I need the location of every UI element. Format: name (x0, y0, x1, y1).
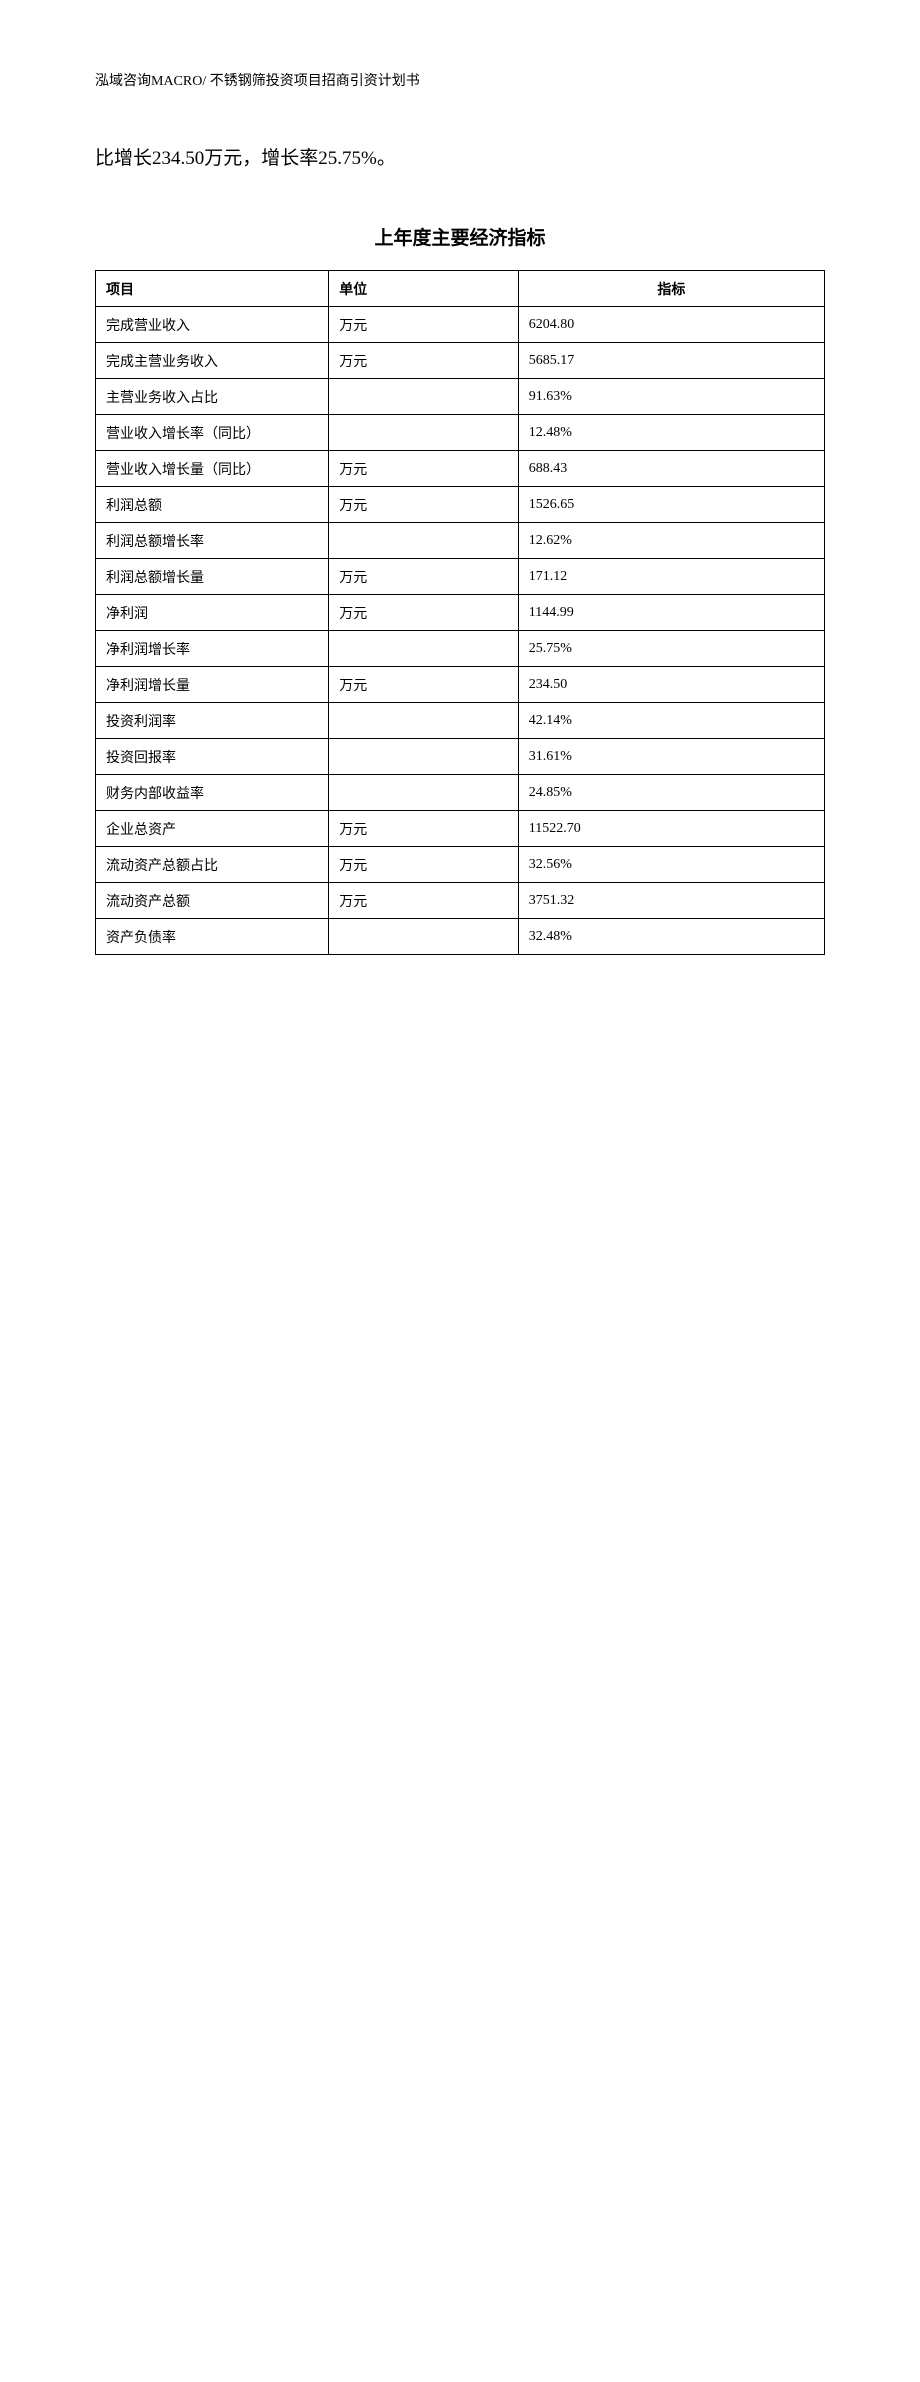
cell-value: 6204.80 (518, 307, 824, 343)
cell-unit: 万元 (329, 883, 519, 919)
cell-value: 688.43 (518, 451, 824, 487)
table-row: 利润总额增长率 12.62% (96, 523, 825, 559)
table-row: 营业收入增长率（同比） 12.48% (96, 415, 825, 451)
cell-item: 财务内部收益率 (96, 775, 329, 811)
cell-value: 5685.17 (518, 343, 824, 379)
cell-value: 25.75% (518, 631, 824, 667)
cell-unit (329, 739, 519, 775)
cell-value: 3751.32 (518, 883, 824, 919)
cell-unit: 万元 (329, 847, 519, 883)
cell-item: 投资回报率 (96, 739, 329, 775)
cell-item: 企业总资产 (96, 811, 329, 847)
cell-unit: 万元 (329, 559, 519, 595)
cell-item: 资产负债率 (96, 919, 329, 955)
cell-item: 净利润增长量 (96, 667, 329, 703)
cell-value: 1526.65 (518, 487, 824, 523)
cell-unit (329, 775, 519, 811)
table-row: 主营业务收入占比 91.63% (96, 379, 825, 415)
table-row: 净利润增长量 万元 234.50 (96, 667, 825, 703)
cell-item: 主营业务收入占比 (96, 379, 329, 415)
page-header: 泓域咨询MACRO/ 不锈钢筛投资项目招商引资计划书 (95, 70, 825, 90)
cell-item: 利润总额增长率 (96, 523, 329, 559)
table-row: 完成营业收入 万元 6204.80 (96, 307, 825, 343)
cell-unit: 万元 (329, 307, 519, 343)
cell-unit (329, 703, 519, 739)
table-row: 利润总额增长量 万元 171.12 (96, 559, 825, 595)
cell-unit: 万元 (329, 343, 519, 379)
cell-value: 1144.99 (518, 595, 824, 631)
table-header-row: 项目 单位 指标 (96, 271, 825, 307)
col-header-value: 指标 (518, 271, 824, 307)
cell-item: 流动资产总额 (96, 883, 329, 919)
cell-unit: 万元 (329, 667, 519, 703)
cell-value: 32.48% (518, 919, 824, 955)
col-header-item: 项目 (96, 271, 329, 307)
cell-unit (329, 379, 519, 415)
cell-item: 流动资产总额占比 (96, 847, 329, 883)
table-row: 资产负债率 32.48% (96, 919, 825, 955)
cell-unit (329, 919, 519, 955)
cell-item: 净利润增长率 (96, 631, 329, 667)
cell-value: 12.48% (518, 415, 824, 451)
cell-item: 投资利润率 (96, 703, 329, 739)
cell-item: 完成主营业务收入 (96, 343, 329, 379)
cell-value: 11522.70 (518, 811, 824, 847)
table-row: 财务内部收益率 24.85% (96, 775, 825, 811)
cell-unit: 万元 (329, 487, 519, 523)
table-body: 完成营业收入 万元 6204.80 完成主营业务收入 万元 5685.17 主营… (96, 307, 825, 955)
economic-indicators-table: 项目 单位 指标 完成营业收入 万元 6204.80 完成主营业务收入 万元 5… (95, 270, 825, 955)
table-row: 投资利润率 42.14% (96, 703, 825, 739)
table-row: 投资回报率 31.61% (96, 739, 825, 775)
table-row: 净利润增长率 25.75% (96, 631, 825, 667)
cell-item: 营业收入增长率（同比） (96, 415, 329, 451)
cell-item: 净利润 (96, 595, 329, 631)
cell-item: 完成营业收入 (96, 307, 329, 343)
table-title: 上年度主要经济指标 (95, 223, 825, 250)
cell-value: 234.50 (518, 667, 824, 703)
col-header-unit: 单位 (329, 271, 519, 307)
table-row: 利润总额 万元 1526.65 (96, 487, 825, 523)
cell-value: 32.56% (518, 847, 824, 883)
cell-item: 营业收入增长量（同比） (96, 451, 329, 487)
cell-unit (329, 415, 519, 451)
cell-value: 91.63% (518, 379, 824, 415)
cell-value: 12.62% (518, 523, 824, 559)
cell-unit: 万元 (329, 595, 519, 631)
table-row: 完成主营业务收入 万元 5685.17 (96, 343, 825, 379)
table-row: 营业收入增长量（同比） 万元 688.43 (96, 451, 825, 487)
cell-item: 利润总额增长量 (96, 559, 329, 595)
cell-value: 42.14% (518, 703, 824, 739)
table-row: 流动资产总额 万元 3751.32 (96, 883, 825, 919)
table-row: 净利润 万元 1144.99 (96, 595, 825, 631)
cell-item: 利润总额 (96, 487, 329, 523)
cell-value: 24.85% (518, 775, 824, 811)
cell-value: 31.61% (518, 739, 824, 775)
cell-unit: 万元 (329, 811, 519, 847)
cell-unit (329, 631, 519, 667)
table-row: 企业总资产 万元 11522.70 (96, 811, 825, 847)
intro-paragraph: 比增长234.50万元，增长率25.75%。 (95, 140, 825, 178)
table-row: 流动资产总额占比 万元 32.56% (96, 847, 825, 883)
cell-value: 171.12 (518, 559, 824, 595)
cell-unit (329, 523, 519, 559)
cell-unit: 万元 (329, 451, 519, 487)
